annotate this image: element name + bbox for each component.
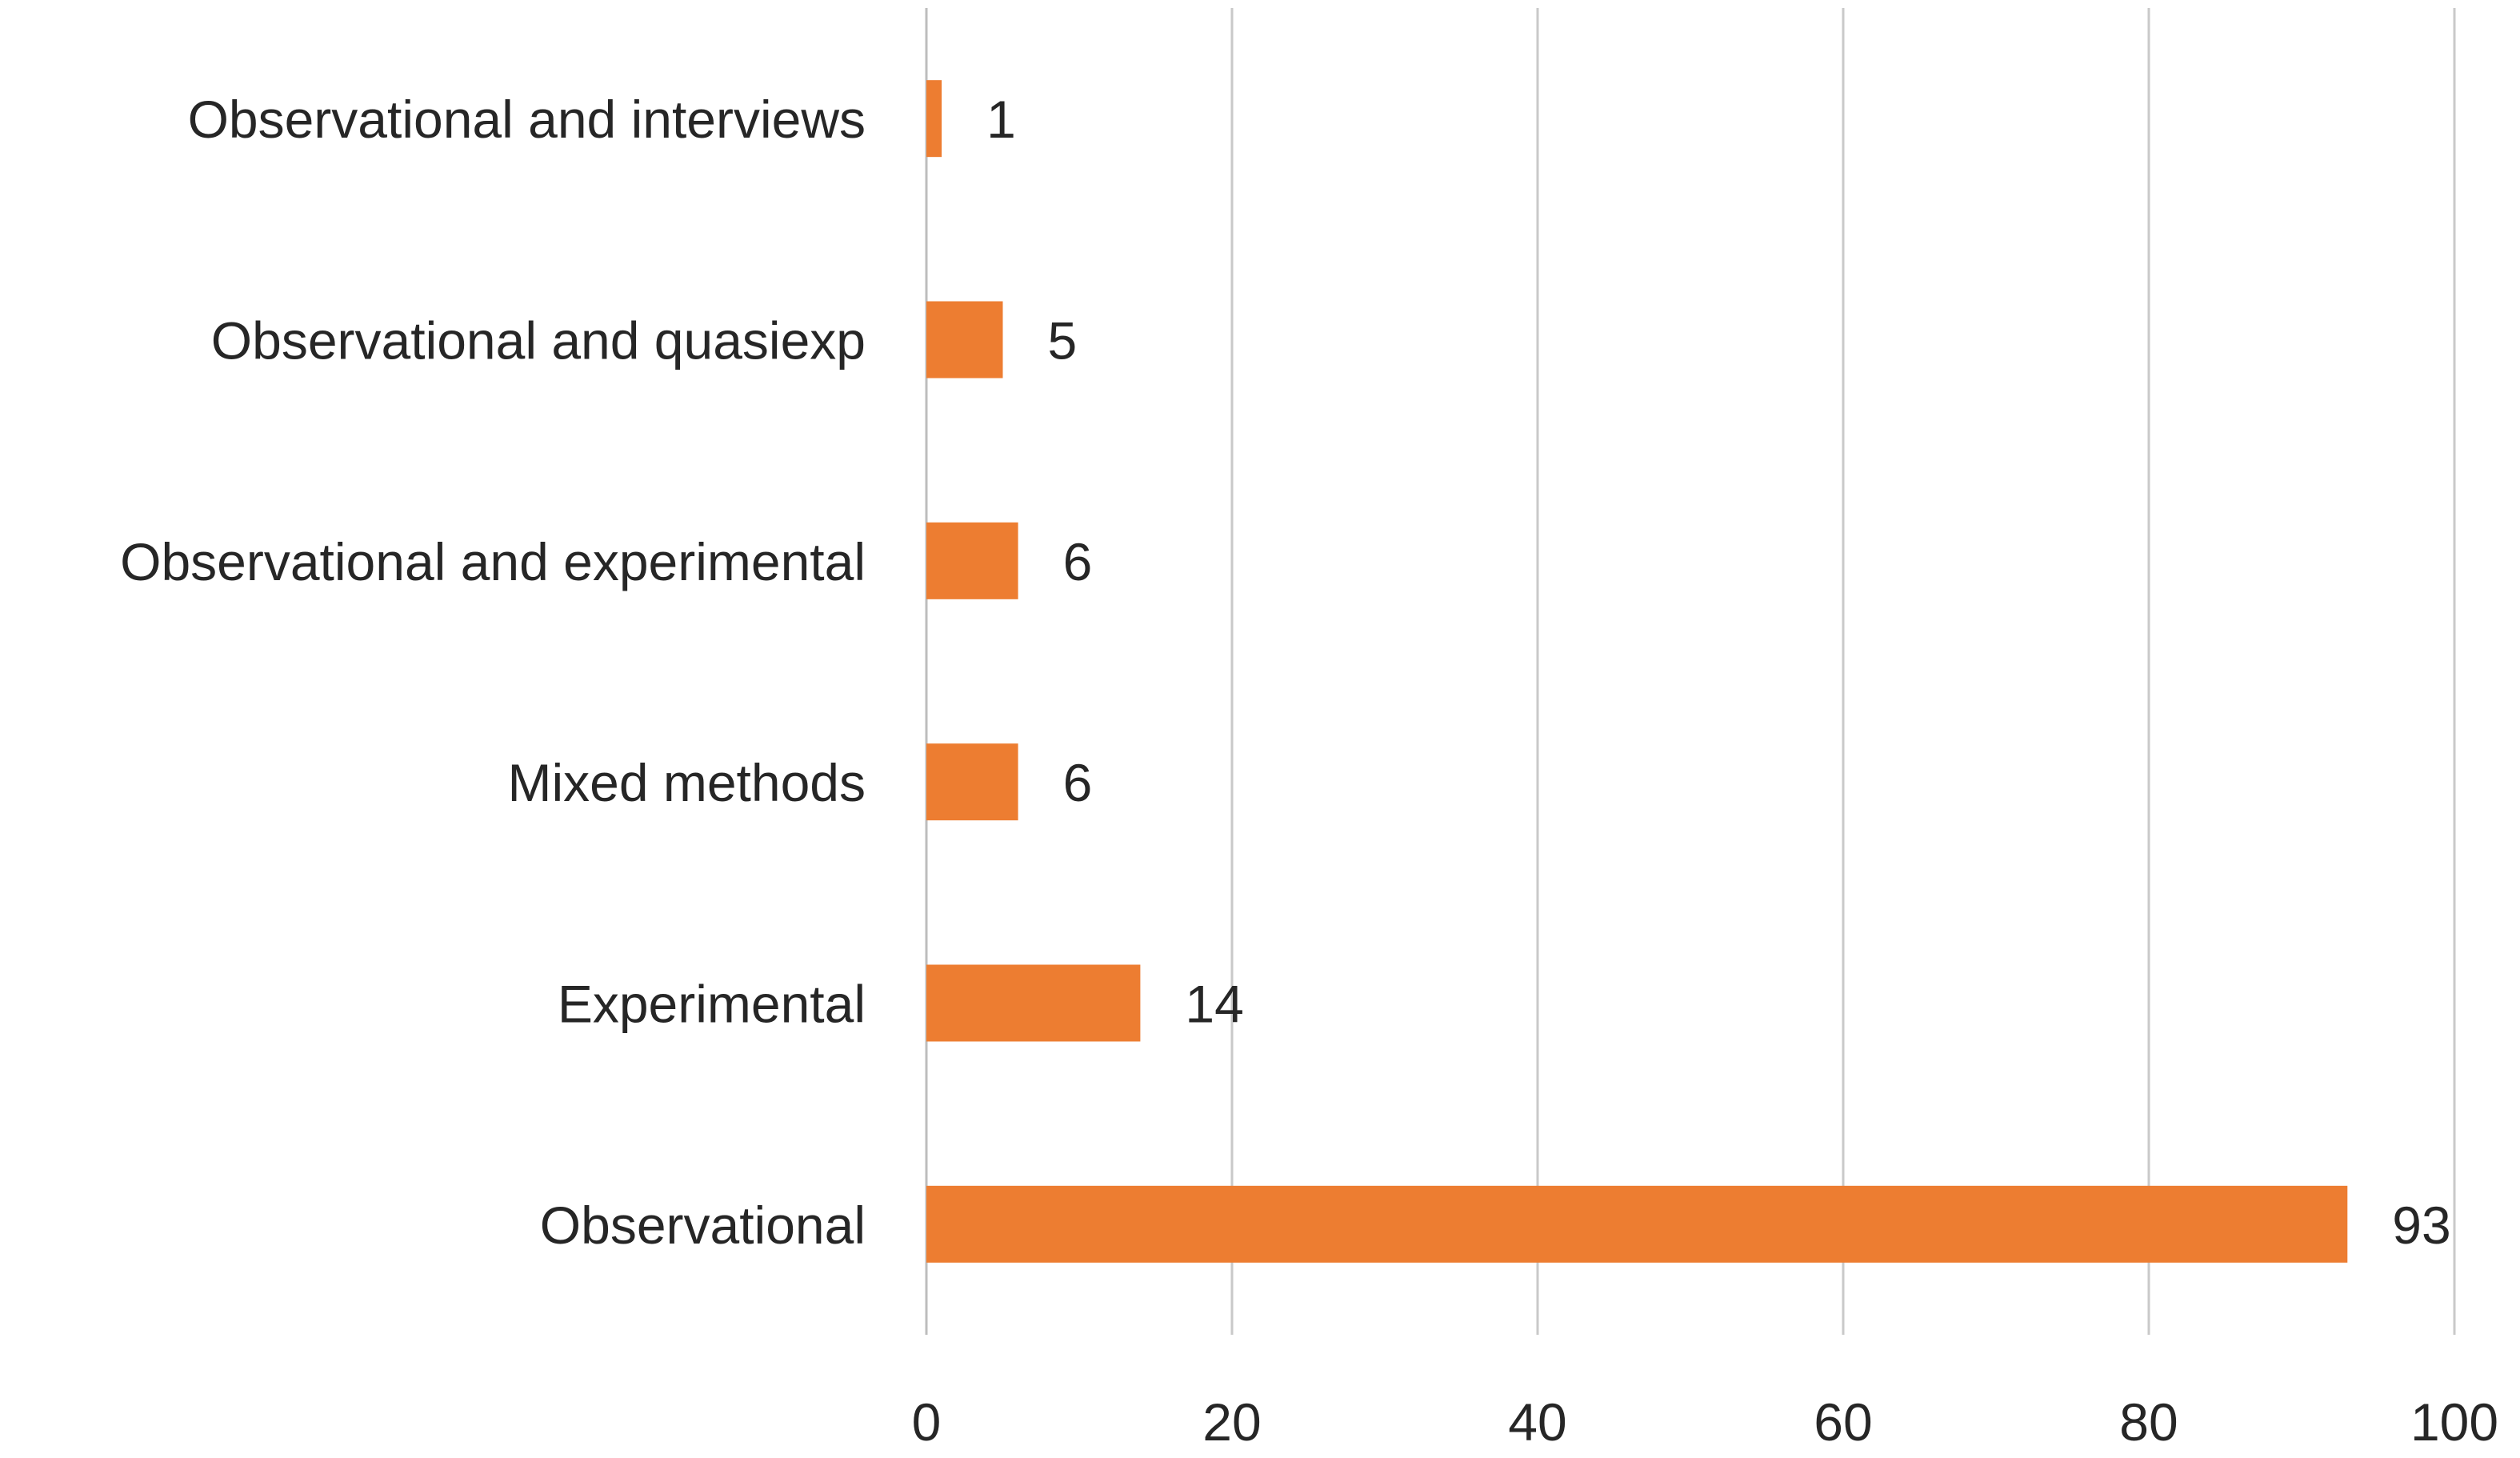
x-tick-label: 40 <box>1508 1392 1566 1452</box>
data-label: 6 <box>1063 532 1093 591</box>
bar <box>926 80 942 158</box>
x-tick-label: 100 <box>2410 1392 2498 1452</box>
bars <box>926 80 2348 1263</box>
x-tick-label: 80 <box>2119 1392 2178 1452</box>
category-labels: Observational and interviews Observationa… <box>120 90 866 1255</box>
bar <box>926 743 1018 821</box>
x-tick-label: 20 <box>1202 1392 1261 1452</box>
gridlines <box>925 8 2456 1335</box>
data-label: 1 <box>986 90 1016 149</box>
category-label: Observational <box>540 1196 866 1255</box>
category-label: Observational and quasiexp <box>211 311 866 371</box>
category-label: Observational and experimental <box>120 532 866 591</box>
bar <box>926 964 1141 1042</box>
data-labels: 1 5 6 6 14 93 <box>986 90 2451 1255</box>
x-tick-labels: 0 20 40 60 80 100 <box>912 1392 2498 1452</box>
bar <box>926 522 1018 599</box>
data-label: 14 <box>1185 975 1243 1034</box>
x-tick-label: 0 <box>912 1392 942 1452</box>
x-tick-label: 60 <box>1814 1392 1872 1452</box>
bar <box>926 1185 2348 1263</box>
data-label: 93 <box>2392 1196 2450 1255</box>
category-label: Mixed methods <box>507 753 866 812</box>
data-label: 5 <box>1048 311 1078 371</box>
category-label: Experimental <box>558 975 866 1034</box>
category-label: Observational and interviews <box>188 90 866 149</box>
data-label: 6 <box>1063 753 1093 812</box>
bar <box>926 301 1003 379</box>
